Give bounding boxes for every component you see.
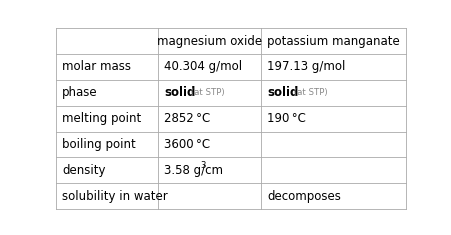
Text: solid: solid bbox=[267, 86, 299, 99]
Text: potassium manganate: potassium manganate bbox=[267, 35, 400, 48]
Text: 197.13 g/mol: 197.13 g/mol bbox=[267, 60, 345, 74]
Text: 3600 °C: 3600 °C bbox=[164, 138, 210, 151]
Text: solubility in water: solubility in water bbox=[62, 190, 168, 203]
Text: 190 °C: 190 °C bbox=[267, 112, 306, 125]
Text: solid: solid bbox=[164, 86, 195, 99]
Text: 40.304 g/mol: 40.304 g/mol bbox=[164, 60, 242, 74]
Text: molar mass: molar mass bbox=[62, 60, 131, 74]
Text: phase: phase bbox=[62, 86, 97, 99]
Text: (at STP): (at STP) bbox=[291, 88, 327, 97]
Text: decomposes: decomposes bbox=[267, 190, 341, 203]
Text: 3: 3 bbox=[201, 161, 206, 170]
Text: 2852 °C: 2852 °C bbox=[164, 112, 210, 125]
Text: melting point: melting point bbox=[62, 112, 141, 125]
Text: density: density bbox=[62, 164, 106, 177]
Text: magnesium oxide: magnesium oxide bbox=[157, 35, 262, 48]
Text: boiling point: boiling point bbox=[62, 138, 136, 151]
Text: 3.58 g/cm: 3.58 g/cm bbox=[164, 164, 223, 177]
Text: (at STP): (at STP) bbox=[188, 88, 225, 97]
